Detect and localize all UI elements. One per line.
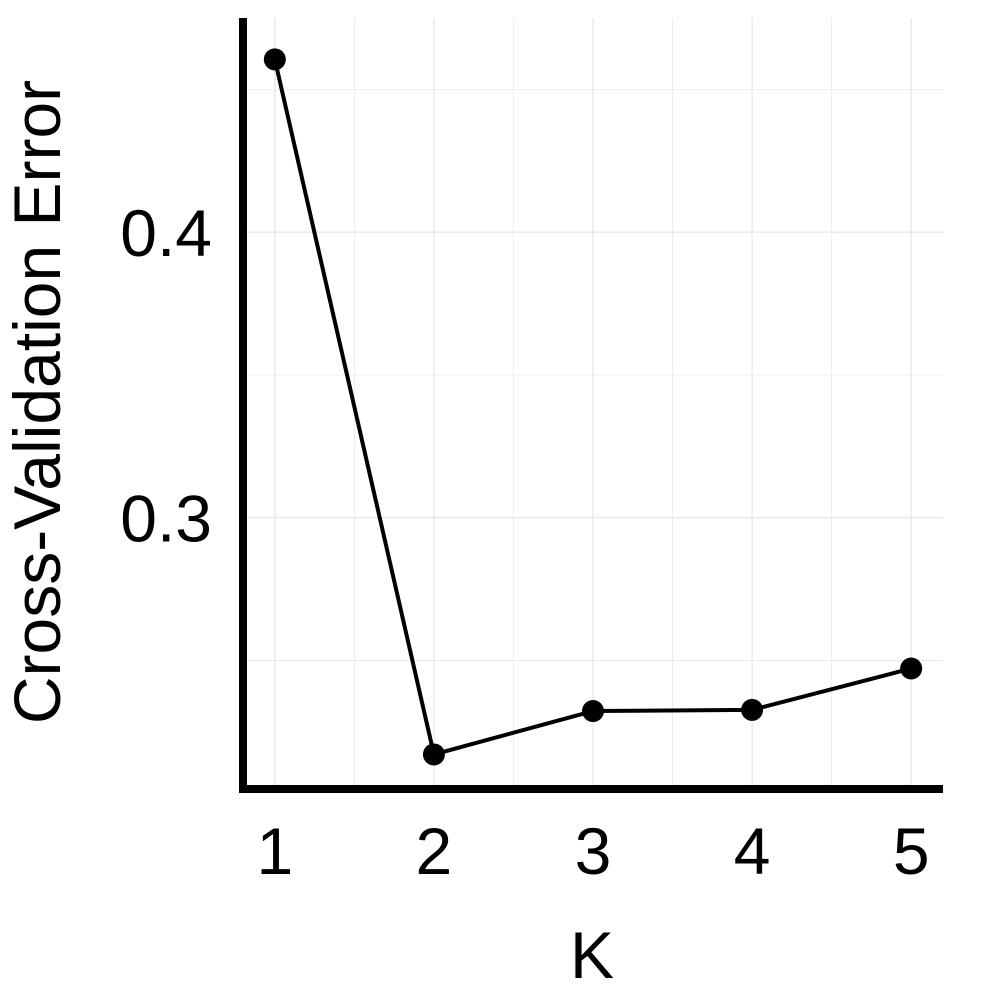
x-tick-label: 5 (893, 814, 930, 888)
x-axis-title: K (570, 918, 614, 992)
x-tick-label: 3 (575, 814, 612, 888)
x-tick-label: 4 (734, 814, 771, 888)
y-tick-label: 0.4 (120, 196, 212, 270)
series-group (263, 48, 923, 766)
data-point (582, 700, 604, 723)
y-axis-title: Cross-Validation Error (0, 80, 74, 724)
data-point (263, 48, 286, 71)
axes (239, 18, 943, 793)
x-tick-label: 2 (416, 814, 453, 888)
x-tick-label: 1 (256, 814, 293, 888)
data-point (900, 657, 923, 680)
data-point (422, 743, 445, 766)
x-tick-labels: 1 2 3 4 5 (256, 814, 929, 888)
y-tick-labels: 0.3 0.4 (120, 196, 212, 556)
data-point (741, 698, 764, 721)
y-tick-label: 0.3 (120, 482, 212, 556)
grid-lines (243, 18, 943, 789)
